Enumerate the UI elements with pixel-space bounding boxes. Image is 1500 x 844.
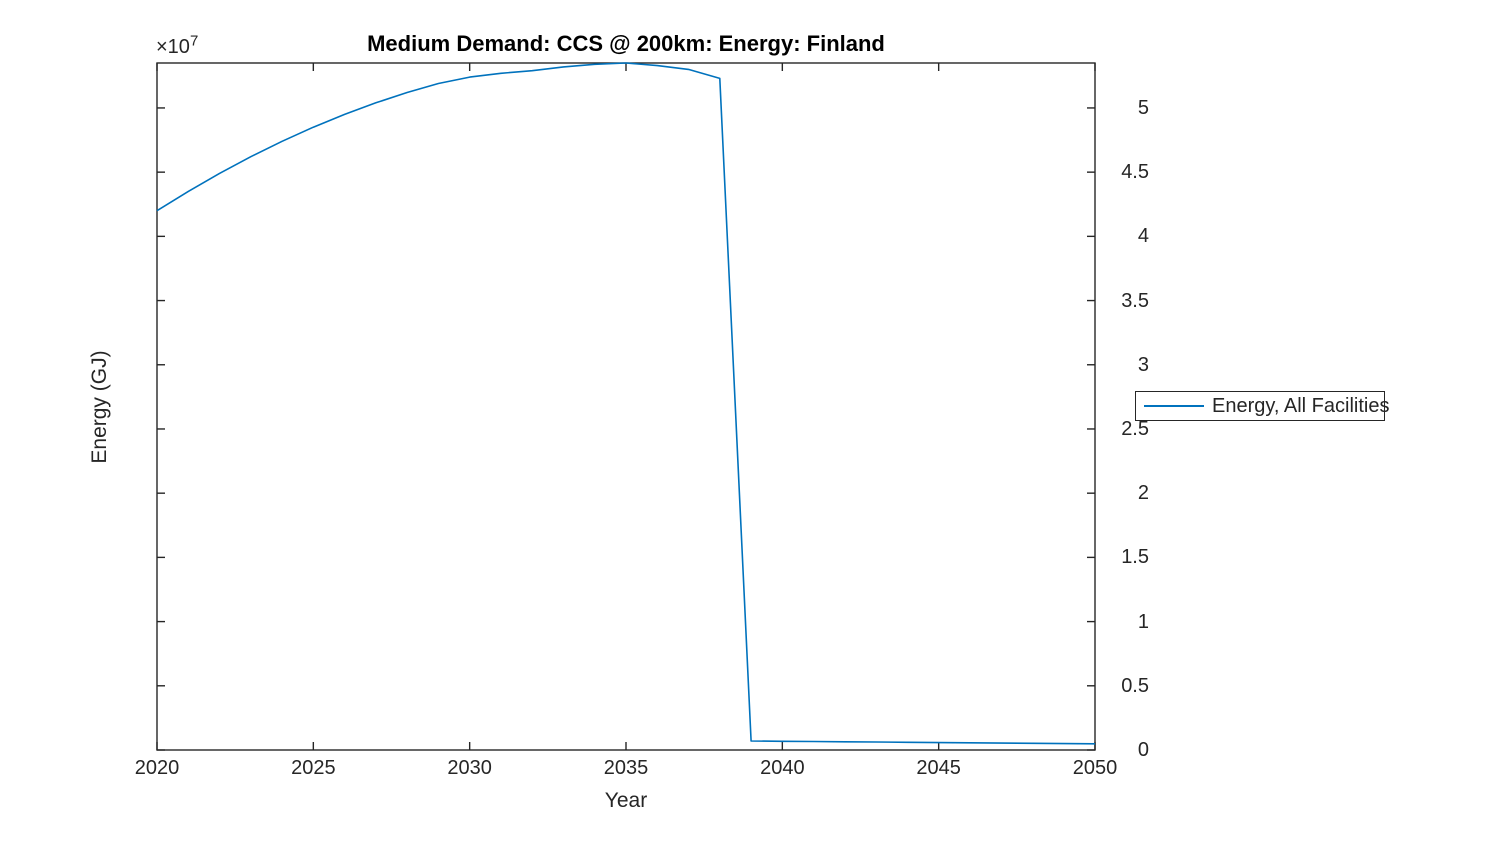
- x-tick-label: 2020: [134, 757, 180, 779]
- y-tick-label: 3: [1137, 353, 1149, 376]
- x-tick-label: 2045: [916, 757, 961, 779]
- y-axis-exponent-power: 7: [189, 32, 199, 50]
- x-tick-label: 2030: [447, 757, 492, 779]
- y-tick-label: 2.5: [1121, 417, 1149, 440]
- axes-box: [156, 62, 1096, 751]
- y-tick-label: 2: [1137, 482, 1149, 505]
- y-tick-label: 4: [1137, 225, 1149, 248]
- y-tick-label: 1: [1137, 610, 1149, 633]
- y-axis-exponent-base: ×10: [156, 36, 190, 58]
- y-tick-label: 1.5: [1121, 546, 1149, 569]
- y-tick-label: 3.5: [1121, 289, 1149, 312]
- y-tick-label: 0.5: [1121, 674, 1149, 697]
- axis-tick-marks: [156, 63, 1096, 751]
- x-tick-label: 2035: [603, 757, 649, 779]
- x-tick-label: 2040: [760, 757, 805, 779]
- x-axis-label: Year: [604, 789, 648, 812]
- x-tick-label: 2050: [1072, 757, 1118, 779]
- y-tick-label: 5: [1137, 96, 1149, 119]
- legend: Energy, All Facilities: [1135, 391, 1389, 421]
- y-tick-label: 0: [1137, 739, 1149, 761]
- chart-title: Medium Demand: CCS @ 200km: Energy: Finl…: [367, 31, 885, 56]
- legend-line-sample: [1144, 405, 1204, 407]
- series-line-energy-all-facilities: [156, 62, 1096, 745]
- y-axis-exponent: ×107: [156, 33, 198, 59]
- x-tick-label: 2025: [291, 757, 336, 779]
- legend-entry-label: Energy, All Facilities: [1212, 394, 1390, 417]
- y-axis-label: Energy (GJ): [88, 350, 111, 464]
- y-tick-label: 4.5: [1121, 161, 1149, 184]
